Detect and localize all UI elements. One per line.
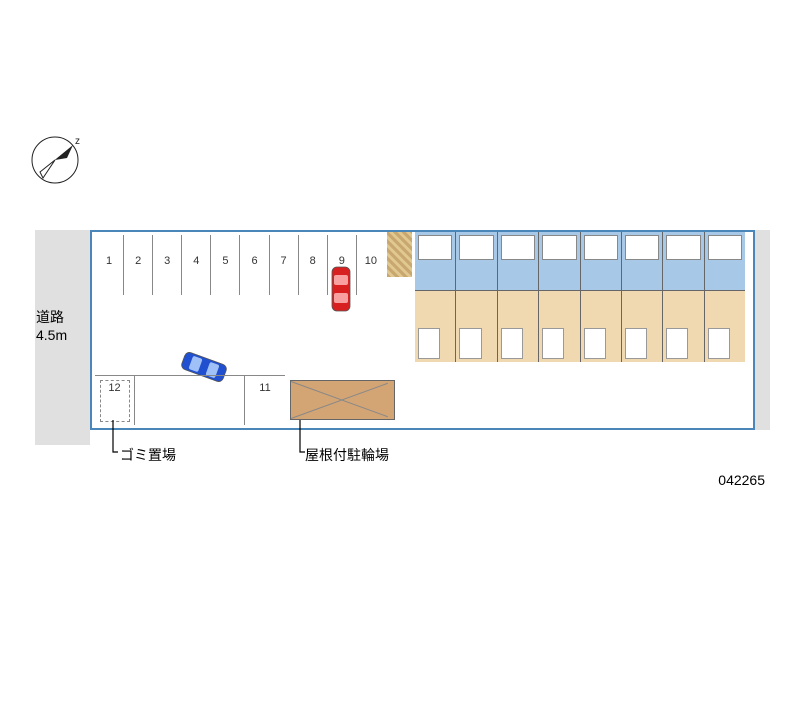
unit bbox=[663, 232, 704, 362]
unit-room bbox=[663, 291, 703, 363]
parking-space: 10 bbox=[357, 235, 385, 295]
road-text-line2: 4.5m bbox=[36, 327, 67, 343]
road-strip-right bbox=[755, 230, 770, 430]
paved-entry-block bbox=[387, 232, 412, 277]
parking-space: 11 bbox=[245, 376, 285, 425]
unit bbox=[415, 232, 456, 362]
unit-wet-area bbox=[539, 232, 579, 291]
unit bbox=[498, 232, 539, 362]
unit-room bbox=[705, 291, 745, 363]
parking-space: 6 bbox=[240, 235, 269, 295]
document-id: 042265 bbox=[718, 472, 765, 488]
unit-wet-area bbox=[415, 232, 455, 291]
unit-room bbox=[539, 291, 579, 363]
parking-row-bottom: 12 11 bbox=[95, 375, 285, 425]
parking-space bbox=[135, 376, 245, 425]
unit bbox=[622, 232, 663, 362]
unit-wet-area bbox=[705, 232, 745, 291]
unit-room bbox=[622, 291, 662, 363]
unit-wet-area bbox=[663, 232, 703, 291]
parking-space: 5 bbox=[211, 235, 240, 295]
label-bike-shed: 屋根付駐輪場 bbox=[305, 445, 389, 465]
unit bbox=[539, 232, 580, 362]
car-icon-red bbox=[330, 265, 352, 313]
road-text-line1: 道路 bbox=[36, 309, 64, 325]
unit-room bbox=[456, 291, 496, 363]
unit-room bbox=[498, 291, 538, 363]
unit-wet-area bbox=[456, 232, 496, 291]
unit-wet-area bbox=[498, 232, 538, 291]
unit-room bbox=[581, 291, 621, 363]
bike-shed bbox=[290, 380, 395, 420]
parking-space: 1 bbox=[95, 235, 124, 295]
unit-room bbox=[415, 291, 455, 363]
parking-space: 3 bbox=[153, 235, 182, 295]
parking-space: 4 bbox=[182, 235, 211, 295]
parking-space: 12 bbox=[95, 376, 135, 425]
compass-icon: z bbox=[25, 130, 85, 190]
parking-space: 2 bbox=[124, 235, 153, 295]
unit bbox=[456, 232, 497, 362]
unit bbox=[581, 232, 622, 362]
unit-wet-area bbox=[622, 232, 662, 291]
apartment-units-row bbox=[415, 232, 745, 362]
svg-text:z: z bbox=[75, 136, 80, 147]
parking-space: 8 bbox=[299, 235, 328, 295]
unit bbox=[705, 232, 745, 362]
label-trash-area: ゴミ置場 bbox=[120, 445, 176, 465]
road-label: 道路 4.5m bbox=[36, 308, 67, 344]
parking-space: 7 bbox=[270, 235, 299, 295]
unit-wet-area bbox=[581, 232, 621, 291]
